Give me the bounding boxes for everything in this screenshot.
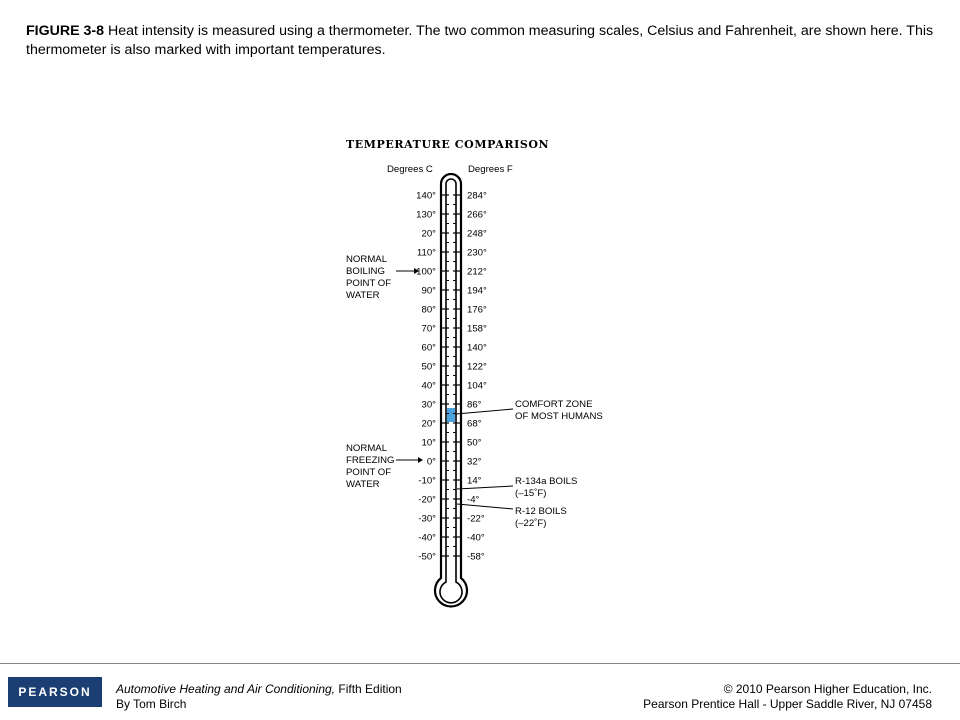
scale-labels: 140° 284° 130° 266° 20° 248° 110° 230° 100° 212° 9… — [416, 191, 487, 563]
celsius-tick-label: 0° — [427, 457, 436, 468]
r12-annotation: R-12 BOILS (–22˚F) — [456, 503, 567, 529]
fahrenheit-tick-label: 266° — [467, 210, 487, 221]
fahrenheit-tick-label: -58° — [467, 552, 485, 563]
fahrenheit-tick-label: 230° — [467, 248, 487, 259]
comfort-zone-highlight — [447, 408, 455, 422]
fahrenheit-tick-label: -4° — [467, 495, 480, 506]
footer-book-info: Automotive Heating and Air Conditioning,… — [116, 682, 402, 712]
celsius-header: Degrees C — [387, 164, 433, 175]
fahrenheit-tick-label: 176° — [467, 305, 487, 316]
celsius-tick-label: 80° — [421, 305, 436, 316]
freezing-line-4: WATER — [346, 479, 380, 490]
comfort-annotation: COMFORT ZONE OF MOST HUMANS — [455, 399, 603, 422]
r12-line-2: (–22˚F) — [515, 518, 546, 529]
celsius-tick-label: 20° — [421, 229, 436, 240]
comfort-line-2: OF MOST HUMANS — [515, 411, 603, 422]
fahrenheit-tick-label: 122° — [467, 362, 487, 373]
celsius-tick-label: 20° — [421, 419, 436, 430]
figure-label: FIGURE 3-8 — [26, 23, 105, 39]
fahrenheit-tick-label: 248° — [467, 229, 487, 240]
celsius-tick-label: 130° — [416, 210, 436, 221]
fahrenheit-tick-label: 212° — [467, 267, 487, 278]
fahrenheit-tick-label: -22° — [467, 514, 485, 525]
celsius-tick-label: 40° — [421, 381, 436, 392]
celsius-tick-label: 90° — [421, 286, 436, 297]
fahrenheit-tick-label: 50° — [467, 438, 482, 449]
celsius-tick-label: 140° — [416, 191, 436, 202]
celsius-tick-label: -50° — [418, 552, 436, 563]
boiling-line-2: BOILING — [346, 266, 385, 277]
r12-line-1: R-12 BOILS — [515, 506, 567, 517]
celsius-tick-label: 60° — [421, 343, 436, 354]
footer-publisher-info: © 2010 Pearson Higher Education, Inc. Pe… — [643, 682, 932, 712]
celsius-tick-label: 50° — [421, 362, 436, 373]
r12-leader — [456, 503, 514, 510]
fahrenheit-tick-label: -40° — [467, 533, 485, 544]
fahrenheit-tick-label: 158° — [467, 324, 487, 335]
thermometer-body — [433, 172, 469, 608]
fahrenheit-header: Degrees F — [468, 164, 513, 175]
scale-ticks — [441, 194, 461, 557]
celsius-tick-label: 100° — [416, 267, 436, 278]
celsius-tick-label: 110° — [417, 248, 436, 259]
freezing-line-1: NORMAL — [346, 443, 388, 454]
thermometer-svg: TEMPERATURE COMPARISON Degrees C Degrees… — [346, 138, 603, 608]
comfort-line-1: COMFORT ZONE — [515, 399, 592, 410]
temperature-comparison-diagram: TEMPERATURE COMPARISON Degrees C Degrees… — [330, 130, 650, 620]
r134a-annotation: R-134a BOILS (–15˚F) — [456, 476, 577, 499]
book-author: By Tom Birch — [116, 697, 187, 711]
copyright-text: © 2010 Pearson Higher Education, Inc. — [723, 682, 932, 696]
book-edition: Fifth Edition — [335, 682, 402, 696]
comfort-leader — [455, 408, 514, 415]
pearson-logo: PEARSON — [8, 677, 102, 707]
celsius-tick-label: 30° — [421, 400, 436, 411]
freezing-arrowhead — [418, 457, 423, 463]
celsius-tick-label: -30° — [418, 514, 436, 525]
boiling-line-1: NORMAL — [346, 254, 388, 265]
freezing-line-2: FREEZING — [346, 455, 395, 466]
fahrenheit-tick-label: 68° — [467, 419, 482, 430]
celsius-tick-label: -40° — [418, 533, 436, 544]
r134a-leader — [456, 485, 514, 490]
fahrenheit-tick-label: 194° — [467, 286, 487, 297]
fahrenheit-tick-label: 14° — [467, 476, 482, 487]
freezing-annotation: NORMAL FREEZING POINT OF WATER — [346, 443, 423, 490]
fahrenheit-tick-label: 32° — [467, 457, 482, 468]
figure-caption: FIGURE 3-8 Heat intensity is measured us… — [26, 22, 936, 60]
fahrenheit-tick-label: 140° — [467, 343, 487, 354]
freezing-line-3: POINT OF — [346, 467, 391, 478]
boiling-line-3: POINT OF — [346, 278, 391, 289]
publisher-text: Pearson Prentice Hall - Upper Saddle Riv… — [643, 697, 932, 711]
diagram-title: TEMPERATURE COMPARISON — [346, 138, 549, 151]
boiling-line-4: WATER — [346, 290, 380, 301]
celsius-tick-label: 10° — [421, 438, 436, 449]
caption-text: Heat intensity is measured using a therm… — [26, 23, 934, 58]
r134a-line-2: (–15˚F) — [515, 488, 546, 499]
celsius-tick-label: -20° — [418, 495, 436, 506]
fahrenheit-tick-label: 284° — [467, 191, 487, 202]
fahrenheit-tick-label: 86° — [467, 400, 482, 411]
r134a-line-1: R-134a BOILS — [515, 476, 577, 487]
footer-divider — [0, 663, 960, 664]
boiling-annotation: NORMAL BOILING POINT OF WATER — [346, 254, 419, 301]
book-title: Automotive Heating and Air Conditioning, — [116, 682, 336, 696]
fahrenheit-tick-label: 104° — [467, 381, 487, 392]
boiling-arrowhead — [414, 268, 419, 274]
celsius-tick-label: 70° — [421, 324, 436, 335]
celsius-tick-label: -10° — [418, 476, 436, 487]
